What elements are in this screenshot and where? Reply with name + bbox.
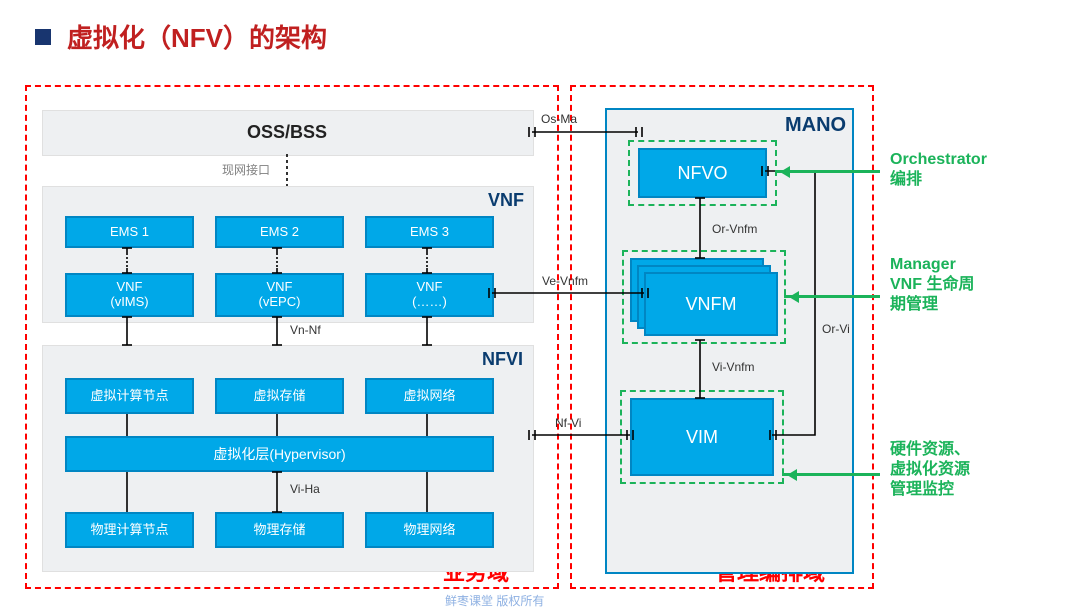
pcompute-label: 物理计算节点 (90, 523, 168, 538)
ems2-label: EMS 2 (260, 225, 299, 240)
annot-vnfm: Manager VNF 生命周 期管理 (890, 255, 974, 315)
if-or-vi: Or-Vi (822, 322, 850, 336)
annot-vim: 硬件资源、 虚拟化资源 管理监控 (890, 440, 970, 500)
box-vim: VIM (630, 398, 774, 476)
annot-nfvo: Orchestrator 编排 (890, 150, 987, 190)
if-ve-vnfm: Ve-Vnfm (542, 274, 588, 288)
panel-title-mano: MANO (785, 114, 846, 137)
vnf3-l2: (……) (412, 295, 447, 310)
vcompute-label: 虚拟计算节点 (90, 389, 168, 404)
box-ems-2: EMS 2 (215, 216, 344, 248)
box-hypervisor: 虚拟化层(Hypervisor) (65, 436, 494, 472)
box-vcompute: 虚拟计算节点 (65, 378, 194, 414)
page-title: 虚拟化（NFV）的架构 (67, 18, 327, 55)
vnetwork-label: 虚拟网络 (403, 389, 455, 404)
vnf1-l2: (vIMS) (110, 295, 148, 310)
if-vi-ha: Vi-Ha (290, 482, 320, 496)
title-bullet (35, 29, 51, 45)
vnf3-l1: VNF (417, 280, 443, 295)
oss-label: OSS/BSS (42, 110, 532, 154)
vnf1-l1: VNF (117, 280, 143, 295)
arrow-vnfm (784, 295, 880, 298)
box-pnetwork: 物理网络 (365, 512, 494, 548)
legacy-if-label: 现网接口 (222, 161, 270, 178)
if-or-vnfm: Or-Vnfm (712, 222, 757, 236)
box-vnf-1: VNF(vIMS) (65, 273, 194, 317)
if-nf-vi: Nf-Vi (555, 416, 581, 430)
box-pcompute: 物理计算节点 (65, 512, 194, 548)
box-vnfm: VNFM (644, 272, 778, 336)
if-os-ma: Os-Ma (541, 112, 577, 126)
vstorage-label: 虚拟存储 (253, 389, 305, 404)
vnf2-l1: VNF (267, 280, 293, 295)
if-vi-vnfm: Vi-Vnfm (712, 360, 754, 374)
box-vnetwork: 虚拟网络 (365, 378, 494, 414)
pstorage-label: 物理存储 (253, 523, 305, 538)
ems1-label: EMS 1 (110, 225, 149, 240)
watermark: 鲜枣课堂 版权所有 (445, 592, 544, 609)
box-ems-1: EMS 1 (65, 216, 194, 248)
pnetwork-label: 物理网络 (403, 523, 455, 538)
vnfm-label: VNFM (686, 294, 737, 315)
box-nfvo: NFVO (638, 148, 767, 198)
if-vn-nf: Vn-Nf (290, 323, 321, 337)
ems3-label: EMS 3 (410, 225, 449, 240)
vnf2-l2: (vEPC) (259, 295, 301, 310)
box-vnf-2: VNF(vEPC) (215, 273, 344, 317)
box-ems-3: EMS 3 (365, 216, 494, 248)
nfvo-label: NFVO (677, 163, 727, 184)
hypervisor-label: 虚拟化层(Hypervisor) (213, 446, 345, 462)
box-pstorage: 物理存储 (215, 512, 344, 548)
box-vnf-3: VNF(……) (365, 273, 494, 317)
box-vstorage: 虚拟存储 (215, 378, 344, 414)
arrow-nfvo (775, 170, 880, 173)
arrow-vim (782, 473, 880, 476)
vim-label: VIM (686, 427, 718, 448)
